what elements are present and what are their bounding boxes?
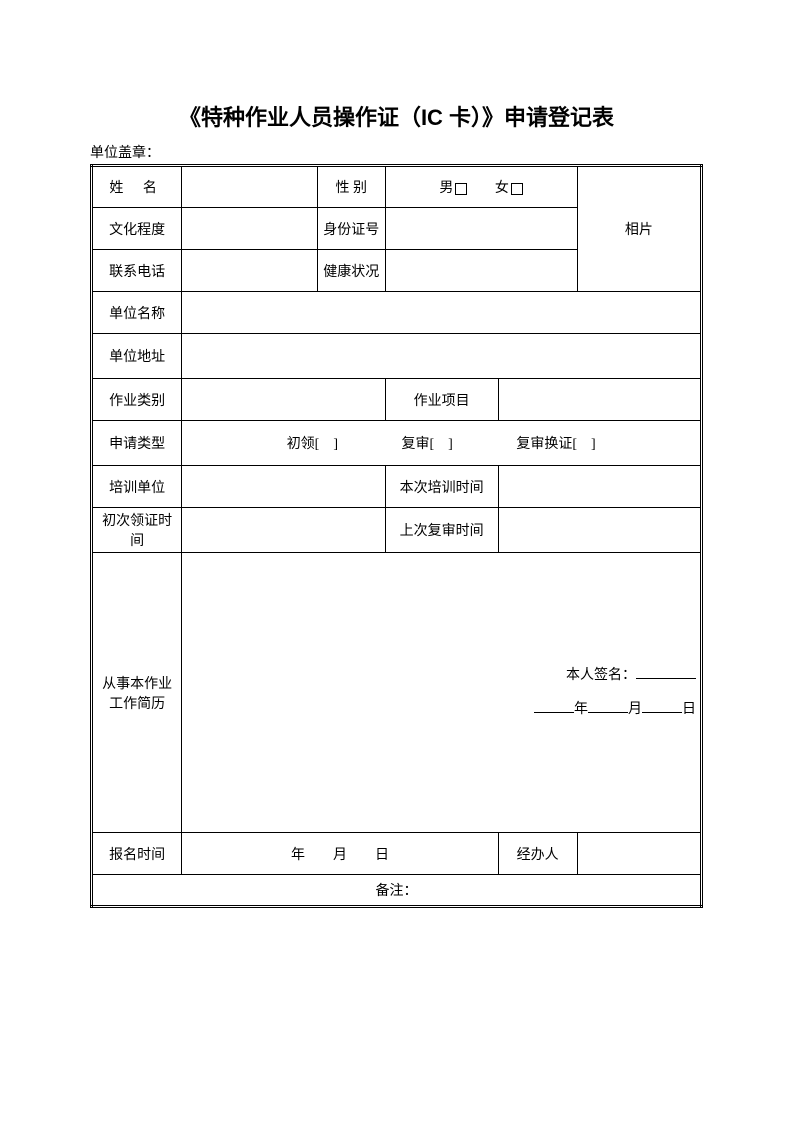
label-health: 健康状况 [317, 250, 385, 292]
field-education[interactable] [182, 208, 318, 250]
label-selfsign: 本人签名： [566, 668, 636, 683]
label-firstissue: 初次领证时间 [92, 508, 182, 553]
registration-form: 姓 名 性 别 男 女 相片 文化程度 身份证号 联系电话 健康状况 单位名称 … [90, 164, 703, 908]
field-gender[interactable]: 男 女 [385, 166, 577, 208]
field-unitname[interactable] [182, 292, 702, 334]
label-workitem: 作业项目 [385, 379, 498, 421]
apptype-first[interactable]: 初领[ ] [287, 433, 338, 453]
label-lastreview: 上次复审时间 [385, 508, 498, 553]
label-trainunit: 培训单位 [92, 466, 182, 508]
field-workitem[interactable] [498, 379, 701, 421]
field-health[interactable] [385, 250, 577, 292]
form-title: 《特种作业人员操作证（IC 卡）》申请登记表 [90, 100, 703, 132]
field-lastreview[interactable] [498, 508, 701, 553]
field-trainunit[interactable] [182, 466, 385, 508]
label-idnumber: 身份证号 [317, 208, 385, 250]
label-year: 年 [574, 702, 588, 717]
remark-cell[interactable]: 备注： [92, 875, 702, 907]
field-name[interactable] [182, 166, 318, 208]
signature-block: 本人签名： 年 月 日 [186, 659, 696, 726]
field-year[interactable] [534, 699, 574, 713]
label-worktype: 作业类别 [92, 379, 182, 421]
label-signuptime: 报名时间 [92, 833, 182, 875]
field-unitaddr[interactable] [182, 334, 702, 379]
label-unitaddr: 单位地址 [92, 334, 182, 379]
field-idnumber[interactable] [385, 208, 577, 250]
label-month: 月 [628, 702, 642, 717]
label-workhistory: 从事本作业工作简历 [92, 553, 182, 833]
field-month[interactable] [588, 699, 628, 713]
gender-male-label: 男 [439, 181, 453, 196]
field-traintime[interactable] [498, 466, 701, 508]
field-day[interactable] [642, 699, 682, 713]
field-handler[interactable] [577, 833, 701, 875]
label-name: 姓 名 [92, 166, 182, 208]
label-gender: 性 别 [317, 166, 385, 208]
gender-female-label: 女 [495, 181, 509, 196]
field-signuptime[interactable]: 年 月 日 [182, 833, 498, 875]
field-apptype[interactable]: 初领[ ] 复审[ ] 复审换证[ ] [182, 421, 702, 466]
label-apptype: 申请类型 [92, 421, 182, 466]
apptype-renew[interactable]: 复审换证[ ] [516, 433, 595, 453]
field-selfsign[interactable] [636, 665, 696, 679]
label-day: 日 [682, 702, 696, 717]
photo-area: 相片 [577, 166, 701, 292]
label-phone: 联系电话 [92, 250, 182, 292]
field-phone[interactable] [182, 250, 318, 292]
field-firstissue[interactable] [182, 508, 385, 553]
field-workhistory[interactable]: 本人签名： 年 月 日 [182, 553, 702, 833]
label-handler: 经办人 [498, 833, 577, 875]
checkbox-female[interactable] [511, 183, 523, 195]
label-education: 文化程度 [92, 208, 182, 250]
field-worktype[interactable] [182, 379, 385, 421]
checkbox-male[interactable] [455, 183, 467, 195]
apptype-review[interactable]: 复审[ ] [402, 433, 453, 453]
stamp-label: 单位盖章： [90, 142, 703, 162]
label-traintime: 本次培训时间 [385, 466, 498, 508]
label-unitname: 单位名称 [92, 292, 182, 334]
